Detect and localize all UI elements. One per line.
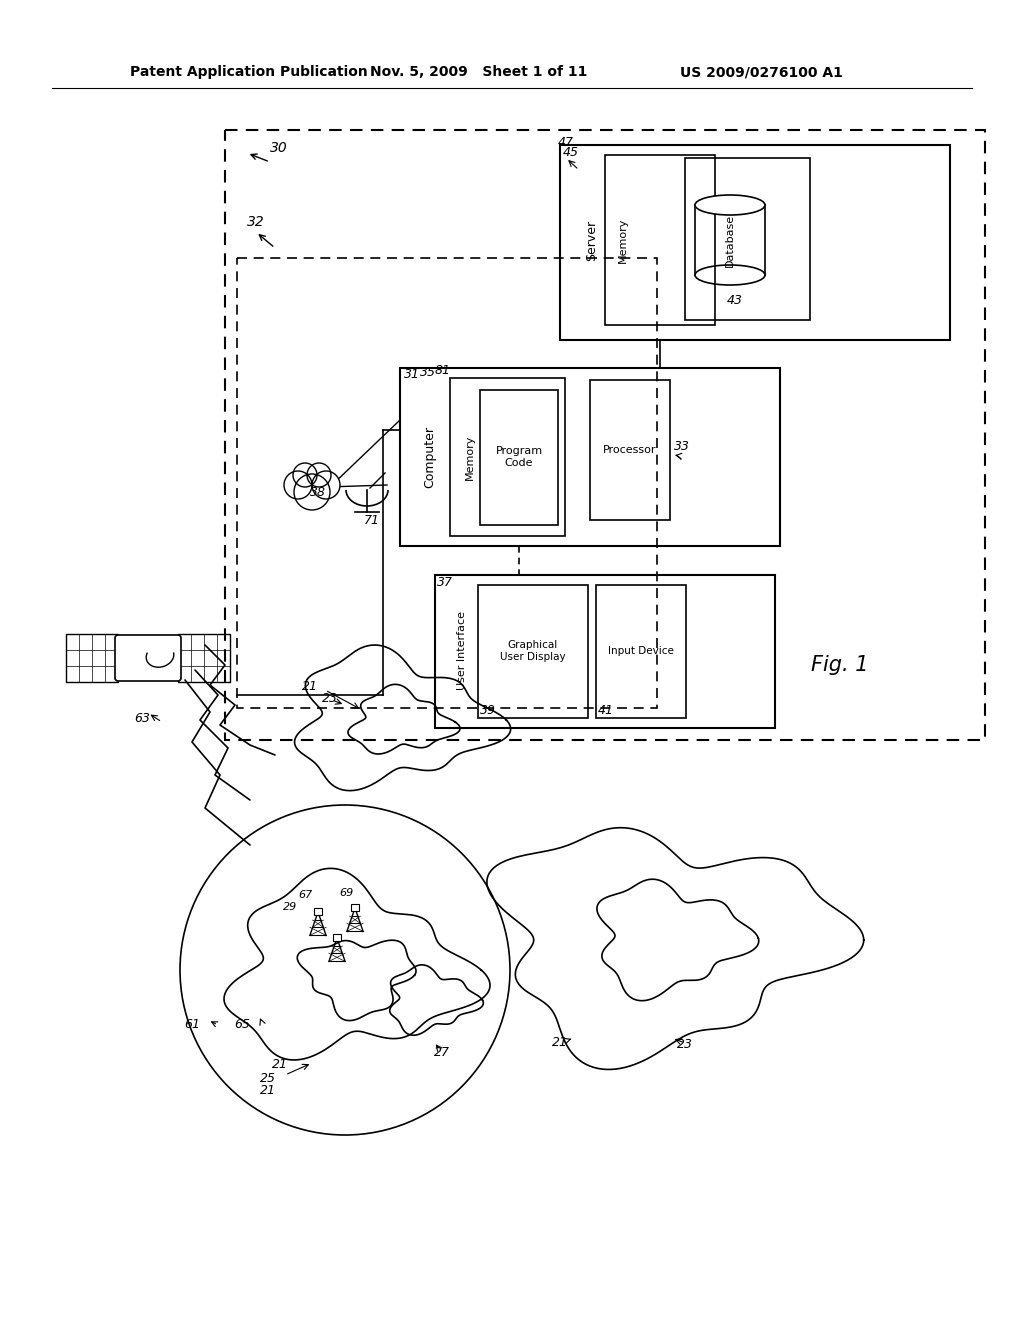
- Text: 21: 21: [260, 1084, 276, 1097]
- Text: 32: 32: [247, 215, 265, 228]
- Ellipse shape: [695, 195, 765, 215]
- Bar: [351, 903, 358, 911]
- Text: 38: 38: [310, 486, 326, 499]
- Text: 65: 65: [234, 1019, 250, 1031]
- Text: 31: 31: [404, 368, 420, 381]
- Text: 21: 21: [272, 1057, 288, 1071]
- Circle shape: [284, 471, 312, 499]
- Circle shape: [293, 463, 317, 487]
- Text: 23: 23: [677, 1039, 693, 1052]
- Bar: [435, 576, 775, 729]
- Text: Patent Application Publication: Patent Application Publication: [130, 65, 368, 79]
- Circle shape: [312, 471, 340, 499]
- Bar: [178, 634, 230, 682]
- Text: Server: Server: [586, 219, 598, 260]
- Text: Fig. 1: Fig. 1: [811, 655, 868, 675]
- Bar: [560, 145, 950, 341]
- Text: 69: 69: [339, 888, 353, 898]
- Bar: [237, 257, 657, 708]
- Text: 43: 43: [727, 293, 743, 306]
- Bar: [314, 908, 322, 915]
- Bar: [605, 154, 715, 325]
- Text: Computer: Computer: [424, 426, 436, 488]
- Bar: [685, 158, 810, 319]
- Text: 39: 39: [480, 704, 496, 717]
- Bar: [450, 378, 565, 536]
- Bar: [66, 634, 118, 682]
- Text: 41: 41: [598, 704, 614, 717]
- Text: 47: 47: [558, 136, 574, 149]
- Text: Graphical
User Display: Graphical User Display: [500, 640, 566, 661]
- Text: 45: 45: [563, 145, 579, 158]
- FancyBboxPatch shape: [115, 635, 181, 681]
- Bar: [480, 389, 558, 525]
- Text: 63: 63: [134, 711, 150, 725]
- Text: 33: 33: [674, 441, 690, 454]
- Bar: [334, 933, 341, 941]
- Text: 35: 35: [420, 367, 436, 380]
- Text: 23: 23: [322, 692, 338, 705]
- Text: 27: 27: [434, 1045, 450, 1059]
- Text: Database: Database: [725, 214, 735, 267]
- Text: 71: 71: [364, 513, 380, 527]
- Text: Nov. 5, 2009   Sheet 1 of 11: Nov. 5, 2009 Sheet 1 of 11: [370, 65, 588, 79]
- Text: Memory: Memory: [465, 434, 475, 479]
- Bar: [400, 368, 780, 546]
- Bar: [478, 585, 588, 718]
- Text: 67: 67: [298, 890, 312, 900]
- Text: 21: 21: [552, 1035, 568, 1048]
- Text: Program
Code: Program Code: [496, 446, 543, 467]
- Text: 29: 29: [283, 902, 297, 912]
- Text: 37: 37: [437, 576, 453, 589]
- Circle shape: [294, 474, 330, 510]
- Circle shape: [307, 463, 331, 487]
- Bar: [590, 380, 670, 520]
- Text: Input Device: Input Device: [608, 645, 674, 656]
- Text: Processor: Processor: [603, 445, 656, 455]
- Text: 25: 25: [260, 1072, 276, 1085]
- Text: User Interface: User Interface: [457, 611, 467, 690]
- Text: 61: 61: [184, 1019, 200, 1031]
- Bar: [225, 129, 985, 741]
- Text: 30: 30: [270, 141, 288, 154]
- Text: 81: 81: [435, 364, 451, 378]
- Text: 21: 21: [302, 680, 318, 693]
- Text: US 2009/0276100 A1: US 2009/0276100 A1: [680, 65, 843, 79]
- Bar: [596, 585, 686, 718]
- Text: Memory: Memory: [618, 218, 628, 263]
